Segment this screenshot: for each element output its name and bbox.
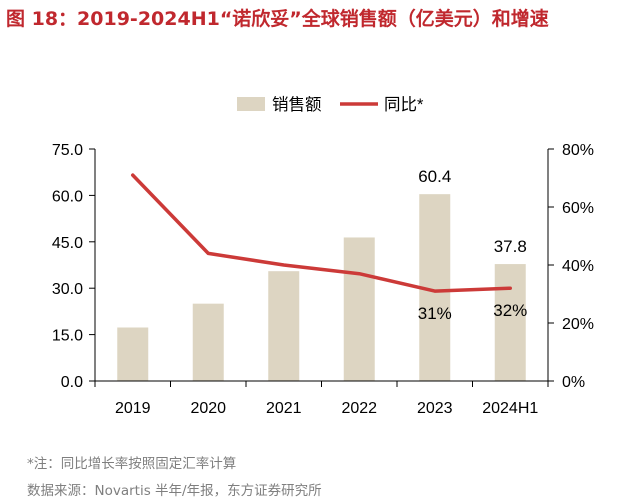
- footnote: *注：同比增长率按照固定汇率计算: [27, 456, 237, 472]
- x-tick-label: 2020: [190, 400, 226, 417]
- left-tick-label: 30.0: [52, 281, 83, 298]
- left-tick-label: 60.0: [52, 188, 83, 205]
- right-tick-label: 40%: [562, 258, 594, 275]
- right-tick-label: 20%: [562, 316, 594, 333]
- x-tick-label: 2019: [115, 400, 151, 417]
- right-tick-label: 60%: [562, 200, 594, 217]
- left-tick-label: 15.0: [52, 328, 83, 345]
- bar-2024H1: [494, 264, 526, 381]
- x-tick-label: 2024H1: [482, 400, 538, 417]
- bar-2022: [343, 237, 375, 381]
- data-label: 60.4: [418, 167, 451, 186]
- bar-2019: [117, 327, 149, 381]
- bar-2020: [192, 303, 224, 381]
- left-tick-label: 0.0: [61, 374, 83, 391]
- right-tick-label: 0%: [562, 374, 585, 391]
- left-tick-label: 45.0: [52, 235, 83, 252]
- line-series-yoy: [131, 173, 512, 293]
- bar-2021: [268, 271, 300, 381]
- right-tick-label: 80%: [562, 142, 594, 159]
- x-tick-label: 2023: [417, 400, 453, 417]
- left-tick-label: 75.0: [52, 142, 83, 159]
- data-label: 31%: [418, 304, 452, 323]
- data-label: 37.8: [494, 237, 527, 256]
- x-tick-label: 2021: [266, 400, 302, 417]
- legend-swatch-bar: [237, 97, 265, 111]
- chart-title: 图 18：2019-2024H1“诺欣妥”全球销售额（亿美元）和增速: [6, 8, 549, 30]
- legend-label-line: 同比*: [384, 95, 424, 114]
- data-label: 32%: [493, 301, 527, 320]
- legend-label-bar: 销售额: [272, 95, 322, 114]
- x-tick-label: 2022: [341, 400, 377, 417]
- source-note: 数据来源：Novartis 半年/年报，东方证券研究所: [27, 483, 322, 499]
